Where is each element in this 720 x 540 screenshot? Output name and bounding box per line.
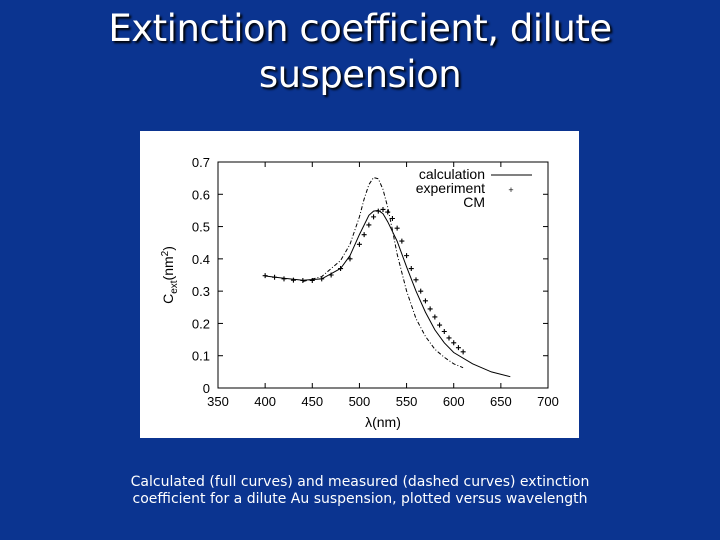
data-point-experiment <box>427 306 433 312</box>
y-tick-label: 0.5 <box>192 220 210 235</box>
slide-title: Extinction coefficient, dilute suspensio… <box>60 6 660 98</box>
data-point-experiment <box>404 253 410 259</box>
x-tick-label: 650 <box>490 394 512 409</box>
x-tick-label: 450 <box>301 394 323 409</box>
data-point-experiment <box>446 335 452 341</box>
x-tick-label: 600 <box>443 394 465 409</box>
data-point-experiment <box>451 340 457 346</box>
data-point-experiment <box>319 276 325 282</box>
extinction-chart: 350 400 450 500 550 600 650 700 0 0.1 0.2 0.3 0.4 0.… <box>160 155 559 430</box>
y-tick-label: 0.3 <box>192 284 210 299</box>
data-point-experiment <box>380 206 386 212</box>
x-tick-label: 700 <box>537 394 559 409</box>
y-tick-label: 0.1 <box>192 349 210 364</box>
data-point-experiment <box>385 209 391 215</box>
legend-swatch-experiment: + <box>508 185 513 195</box>
x-tick-label: 350 <box>207 394 229 409</box>
data-point-experiment <box>347 256 353 262</box>
series-line-cm <box>302 176 464 369</box>
data-point-experiment <box>281 276 287 282</box>
y-tick-label: 0.7 <box>192 155 210 170</box>
data-point-experiment <box>371 214 377 220</box>
legend: calculation experiment + CM <box>416 166 532 210</box>
data-point-experiment <box>290 277 296 283</box>
y-tick-label: 0.2 <box>192 316 210 331</box>
caption-line-2: coefficient for a dilute Au suspension, … <box>132 491 588 507</box>
data-point-experiment <box>300 277 306 283</box>
data-point-experiment <box>262 273 268 279</box>
y-tick-label: 0.4 <box>192 252 210 267</box>
data-point-experiment <box>422 298 428 304</box>
data-point-experiment <box>375 208 381 214</box>
slide-title-line-2: suspension <box>258 53 462 96</box>
y-axis-label: Cext(nm2) <box>160 246 180 304</box>
legend-label-experiment: experiment <box>416 180 485 196</box>
data-point-experiment <box>441 329 447 334</box>
data-point-experiment <box>408 266 414 272</box>
data-point-experiment <box>399 238 405 244</box>
y-ticks: 0 0.1 0.2 0.3 0.4 0.5 0.6 0.7 <box>192 155 548 396</box>
series-layer <box>262 176 511 378</box>
x-ticks: 350 400 450 500 550 600 650 700 <box>207 162 559 409</box>
slide-title-line-1: Extinction coefficient, dilute <box>108 7 612 50</box>
data-point-experiment <box>366 222 372 228</box>
y-tick-label: 0.6 <box>192 187 210 202</box>
chart-panel: 350 400 450 500 550 600 650 700 0 0.1 0.2 0.3 0.4 0.… <box>140 131 579 438</box>
x-tick-label: 500 <box>349 394 371 409</box>
data-point-experiment <box>394 225 400 231</box>
data-point-experiment <box>432 314 438 320</box>
x-tick-label: 550 <box>396 394 418 409</box>
data-point-experiment <box>338 266 344 272</box>
legend-label-cm: CM <box>463 194 485 210</box>
data-point-experiment <box>356 241 362 247</box>
legend-label-calculation: calculation <box>419 166 485 182</box>
y-tick-label: 0 <box>203 381 210 396</box>
y-axis-label-text: Cext(nm2) <box>160 246 180 304</box>
data-point-experiment <box>455 345 461 351</box>
data-point-experiment <box>460 349 466 355</box>
plot-frame <box>217 161 549 389</box>
x-tick-label: 400 <box>254 394 276 409</box>
caption-line-1: Calculated (full curves) and measured (d… <box>130 474 590 490</box>
data-point-experiment <box>413 277 419 283</box>
series-experiment <box>262 206 466 355</box>
x-axis-label: λ(nm) <box>365 414 401 430</box>
data-point-experiment <box>418 288 424 294</box>
data-point-experiment <box>389 216 395 221</box>
data-point-experiment <box>272 274 278 280</box>
series-line-calculation <box>265 209 511 378</box>
data-point-experiment <box>328 272 334 278</box>
data-point-experiment <box>361 232 367 238</box>
slide-caption: Calculated (full curves) and measured (d… <box>70 474 650 508</box>
data-point-experiment <box>437 322 443 328</box>
